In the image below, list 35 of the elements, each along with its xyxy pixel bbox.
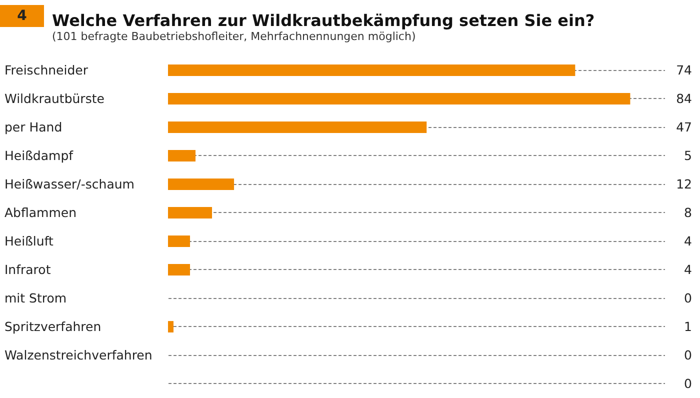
number-badge: 4 — [0, 5, 44, 27]
bar — [168, 178, 234, 190]
chart-title: Welche Verfahren zur Wildkrautbekämpfung setzen Sie ein? — [52, 11, 595, 30]
data-label: 0 — [684, 290, 692, 306]
data-label: 5 — [684, 148, 692, 163]
y-tick-label: Heißdampf — [4, 148, 74, 163]
y-tick-label: mit Strom — [4, 290, 67, 306]
y-tick-label: Walzenstreichverfahren — [4, 347, 152, 362]
data-label: 0 — [684, 347, 692, 362]
data-label: 4 — [684, 262, 692, 277]
data-label: 47 — [676, 119, 692, 134]
data-label: 4 — [684, 233, 692, 248]
bar — [168, 207, 212, 218]
bar — [168, 150, 196, 162]
data-label: 0 — [684, 376, 692, 391]
y-tick-label: Heißluft — [4, 233, 54, 248]
data-label: 74 — [676, 62, 692, 78]
y-tick-label: Abflammen — [4, 204, 76, 220]
y-tick-label: Wildkrautbürste — [4, 90, 105, 106]
bar — [168, 122, 427, 133]
y-tick-label: Heißwasser/-schaum — [4, 176, 134, 192]
chart-subtitle: (101 befragte Baubetriebshofleiter, Mehrfachnennungen möglich) — [52, 30, 416, 43]
bar — [168, 264, 190, 276]
bar — [168, 236, 190, 247]
y-tick-label: Spritzverfahren — [4, 318, 102, 334]
data-label: 8 — [684, 204, 692, 220]
data-label: 1 — [684, 318, 692, 334]
y-tick-label: per Hand — [4, 119, 62, 134]
bar — [168, 64, 576, 76]
data-label: 84 — [676, 90, 692, 106]
bar — [168, 93, 630, 104]
data-label: 12 — [676, 176, 692, 192]
y-tick-label: Infrarot — [4, 262, 51, 277]
y-tick-label: Freischneider — [4, 62, 89, 78]
bar — [168, 321, 174, 332]
